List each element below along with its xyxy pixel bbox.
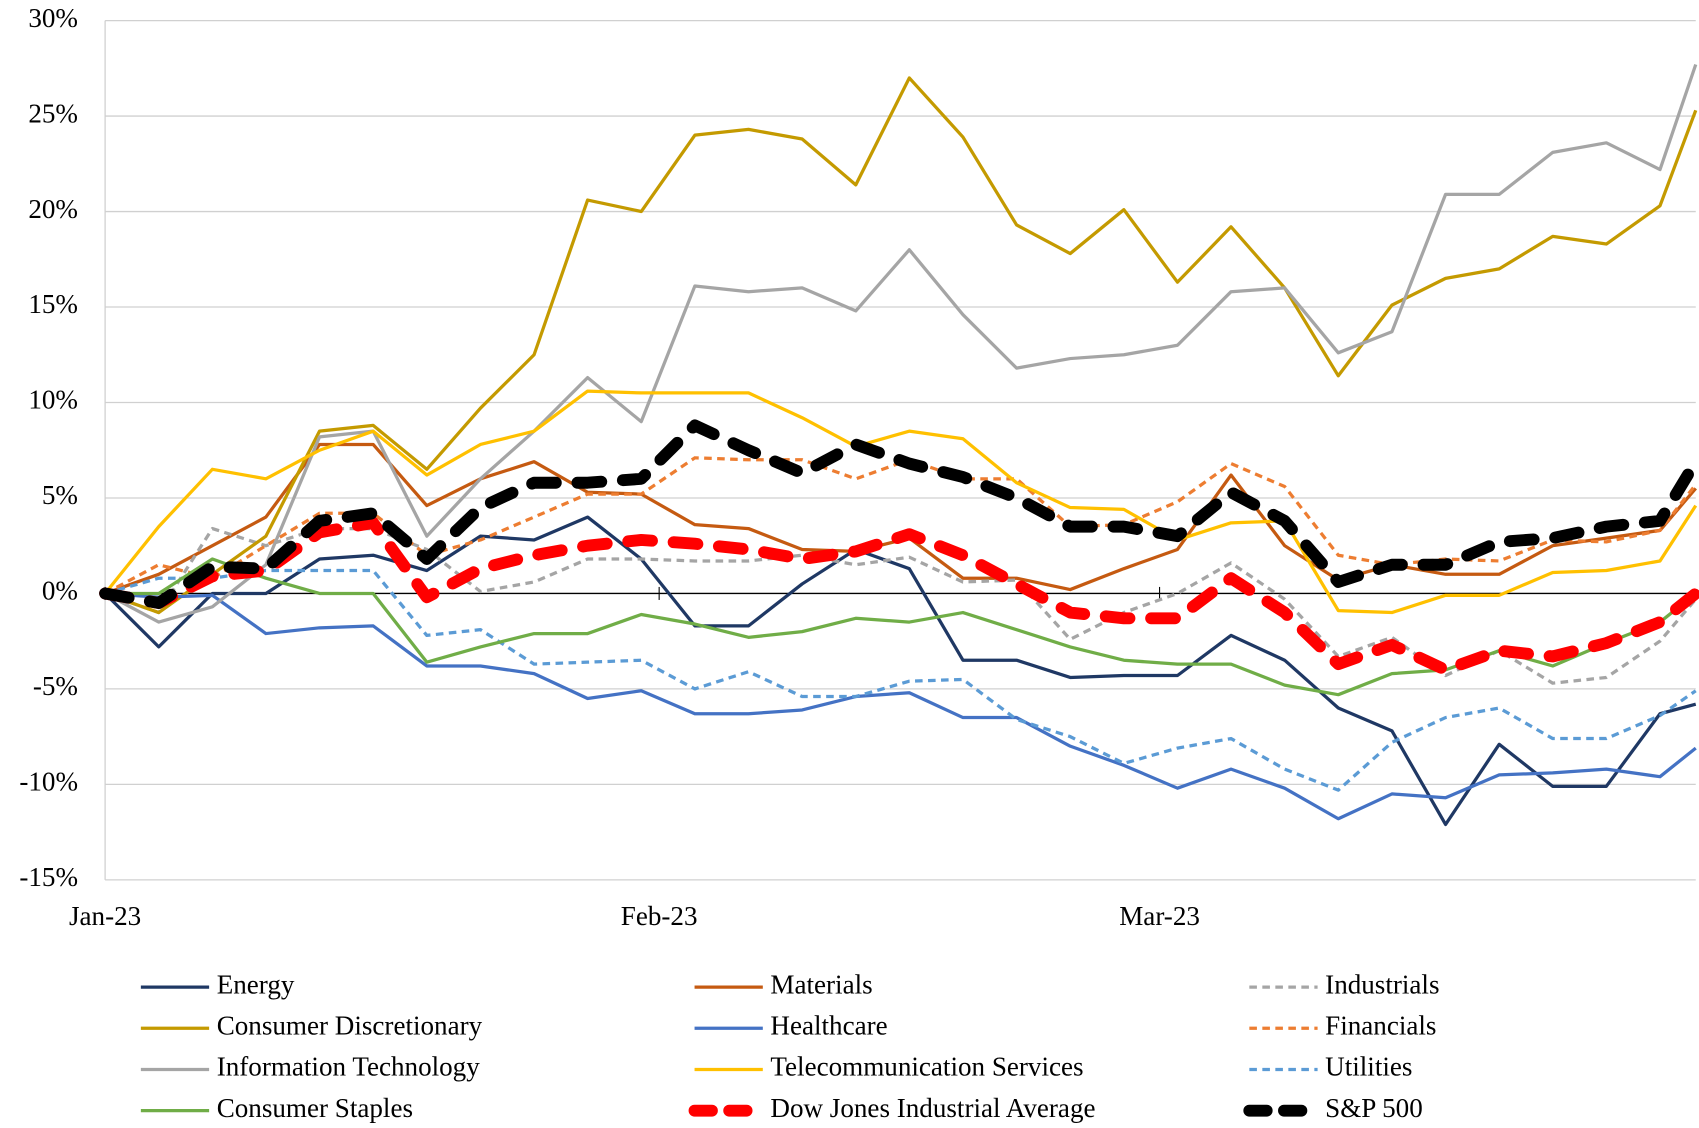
x-tick-label: Feb-23 <box>621 901 698 931</box>
legend-label: Telecommunication Services <box>770 1052 1083 1082</box>
series-line <box>99 516 1699 676</box>
legend-label: Financials <box>1325 1011 1436 1041</box>
legend-label: S&P 500 <box>1325 1093 1423 1123</box>
legend-label: Industrials <box>1325 969 1439 999</box>
series-line <box>104 591 1697 821</box>
series-line <box>104 568 1697 792</box>
legend-label: Consumer Staples <box>217 1093 413 1123</box>
legend-label: Utilities <box>1325 1052 1412 1082</box>
legend-label: Information Technology <box>217 1052 481 1082</box>
y-tick-label: 15% <box>28 289 78 319</box>
y-tick-label: 25% <box>28 98 78 128</box>
series-line <box>103 515 1697 827</box>
legend-label: Dow Jones Industrial Average <box>770 1093 1095 1123</box>
legend-label: Consumer Discretionary <box>217 1011 483 1041</box>
y-tick-label: -5% <box>33 671 78 701</box>
legend-label: Energy <box>217 969 295 999</box>
series-line <box>99 419 1699 609</box>
y-tick-label: 0% <box>42 576 78 606</box>
series-line <box>104 526 1697 685</box>
y-tick-label: 30% <box>28 3 78 33</box>
y-tick-label: 5% <box>42 480 78 510</box>
legend-label: Materials <box>770 969 872 999</box>
x-tick-label: Mar-23 <box>1119 901 1200 931</box>
y-tick-label: 20% <box>28 194 78 224</box>
series-line <box>103 389 1698 615</box>
y-tick-label: -10% <box>19 767 78 797</box>
x-tick-label: Jan-23 <box>69 901 141 931</box>
series-line <box>104 76 1698 615</box>
y-tick-label: -15% <box>19 862 78 892</box>
y-tick-label: 10% <box>28 385 78 415</box>
legend-label: Healthcare <box>770 1011 887 1041</box>
